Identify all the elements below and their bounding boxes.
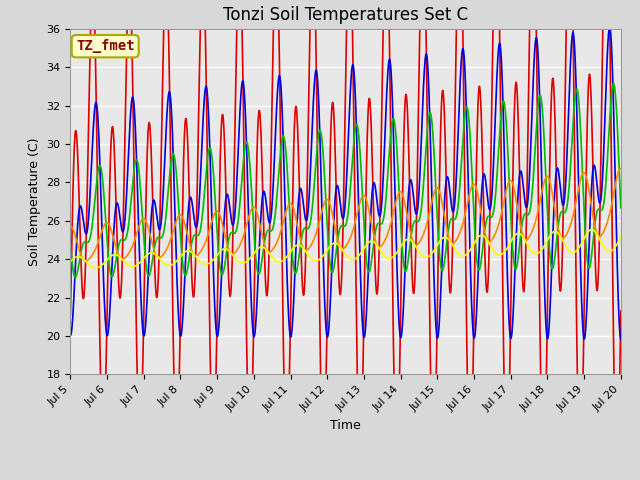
-16cm — [278, 226, 285, 231]
Line: -2cm: -2cm — [70, 0, 621, 473]
-8cm — [67, 240, 74, 246]
-8cm — [606, 109, 614, 115]
-4cm — [547, 291, 554, 297]
-32cm — [129, 264, 137, 269]
-2cm — [67, 312, 74, 318]
-2cm — [613, 470, 621, 476]
Line: -8cm: -8cm — [70, 84, 621, 277]
-16cm — [617, 166, 625, 172]
-32cm — [617, 234, 625, 240]
-16cm — [606, 209, 614, 215]
-16cm — [82, 258, 90, 264]
-32cm — [67, 259, 74, 264]
-2cm — [129, 109, 137, 115]
-4cm — [278, 92, 285, 98]
-32cm — [588, 227, 596, 232]
-4cm — [162, 133, 170, 139]
-32cm — [301, 249, 309, 254]
-8cm — [129, 173, 137, 179]
Y-axis label: Soil Temperature (C): Soil Temperature (C) — [28, 137, 41, 266]
-4cm — [301, 216, 309, 221]
Title: Tonzi Soil Temperatures Set C: Tonzi Soil Temperatures Set C — [223, 6, 468, 24]
-4cm — [67, 333, 74, 338]
-16cm — [67, 224, 74, 229]
-8cm — [547, 261, 555, 267]
-32cm — [162, 262, 170, 267]
-16cm — [129, 241, 137, 247]
-4cm — [606, 24, 614, 30]
-8cm — [278, 139, 285, 144]
-32cm — [92, 265, 100, 271]
-4cm — [606, 25, 614, 31]
-8cm — [162, 213, 170, 218]
-8cm — [301, 225, 309, 231]
Line: -16cm: -16cm — [70, 168, 621, 261]
-32cm — [607, 248, 614, 254]
-32cm — [547, 231, 555, 237]
-2cm — [301, 265, 309, 271]
-2cm — [617, 308, 625, 314]
Legend: -2cm, -4cm, -8cm, -16cm, -32cm: -2cm, -4cm, -8cm, -16cm, -32cm — [121, 478, 570, 480]
Line: -4cm: -4cm — [70, 27, 621, 339]
-16cm — [301, 247, 309, 253]
-2cm — [547, 118, 554, 124]
-32cm — [278, 258, 285, 264]
-4cm — [129, 96, 137, 101]
-16cm — [162, 247, 170, 253]
-2cm — [606, 52, 614, 58]
X-axis label: Time: Time — [330, 419, 361, 432]
-2cm — [278, 204, 285, 210]
-8cm — [610, 81, 618, 86]
-16cm — [616, 166, 624, 171]
-8cm — [617, 205, 625, 211]
-4cm — [617, 336, 625, 342]
Line: -32cm: -32cm — [70, 229, 621, 268]
-16cm — [547, 183, 555, 189]
Text: TZ_fmet: TZ_fmet — [76, 39, 134, 53]
-8cm — [72, 275, 79, 280]
